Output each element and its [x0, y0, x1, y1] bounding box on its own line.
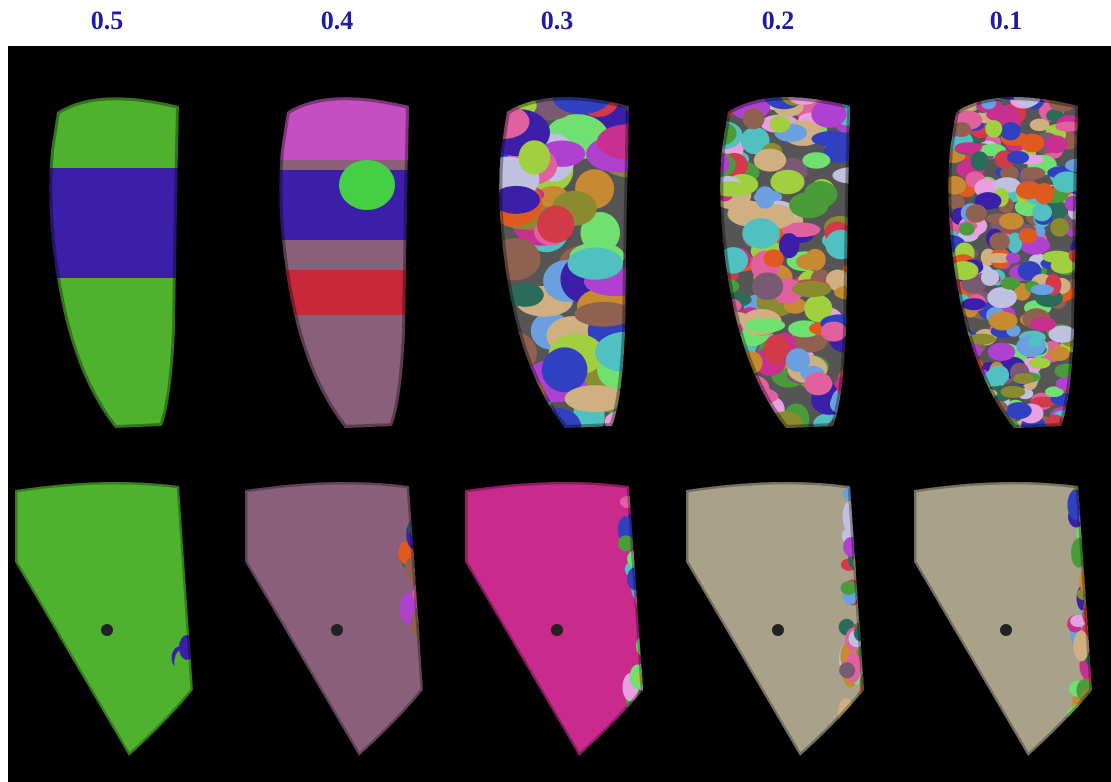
segment [804, 372, 832, 395]
segment [959, 222, 975, 235]
segment [1000, 122, 1020, 140]
segment [1013, 373, 1034, 384]
segment [1029, 358, 1051, 369]
segment [770, 170, 804, 194]
segment [985, 120, 1002, 137]
column-label: 0.4 [321, 6, 354, 35]
hole [1000, 624, 1012, 636]
segment [755, 186, 775, 208]
segment [1035, 183, 1054, 204]
segment [1000, 386, 1025, 398]
segment [989, 232, 1010, 250]
segment [786, 348, 810, 372]
segment [763, 249, 783, 267]
segment [1030, 119, 1050, 132]
segment [1021, 167, 1046, 179]
column-label: 0.5 [91, 6, 124, 35]
segment [764, 334, 790, 365]
segment [1020, 134, 1044, 153]
segment [988, 343, 1015, 361]
segment [754, 149, 786, 172]
figure-canvas: 0.5 0.4 0.3 0.2 0.1 [0, 0, 1111, 782]
segment [988, 312, 1017, 330]
segment [987, 287, 1017, 308]
hole [772, 624, 784, 636]
segment [839, 662, 855, 678]
segment [339, 160, 395, 210]
column-label: 0.3 [541, 6, 574, 35]
segment [37, 168, 187, 278]
segment [999, 213, 1024, 230]
segment [568, 248, 623, 280]
segment [1031, 284, 1054, 295]
segment [965, 204, 986, 222]
segment [745, 318, 785, 332]
segment [743, 108, 765, 129]
segment [1019, 228, 1038, 244]
column-label: 0.1 [990, 6, 1023, 35]
segment [1032, 203, 1052, 221]
segment [742, 218, 780, 249]
hole [101, 624, 113, 636]
segment [1028, 336, 1042, 348]
column-label: 0.2 [762, 6, 795, 35]
segment [988, 365, 1009, 385]
figure: 0.5 0.4 0.3 0.2 0.1 [0, 0, 1111, 782]
segment [1044, 135, 1067, 153]
segment [1006, 253, 1020, 264]
segment [802, 152, 830, 168]
segment [962, 298, 986, 310]
segment [1000, 277, 1020, 290]
hole [551, 624, 563, 636]
segment [1050, 218, 1069, 237]
segment [1006, 402, 1032, 419]
segment [792, 281, 831, 297]
segment [841, 581, 857, 595]
segment [789, 192, 829, 218]
segment [752, 272, 783, 300]
segment [805, 249, 826, 271]
hole [331, 624, 343, 636]
segment [518, 140, 550, 174]
segment [537, 206, 574, 244]
segment [542, 347, 588, 392]
segment [971, 151, 989, 171]
segment [1030, 317, 1056, 332]
segment [1049, 346, 1069, 361]
segment [770, 115, 791, 132]
segment [1007, 151, 1029, 164]
segment [981, 269, 999, 286]
